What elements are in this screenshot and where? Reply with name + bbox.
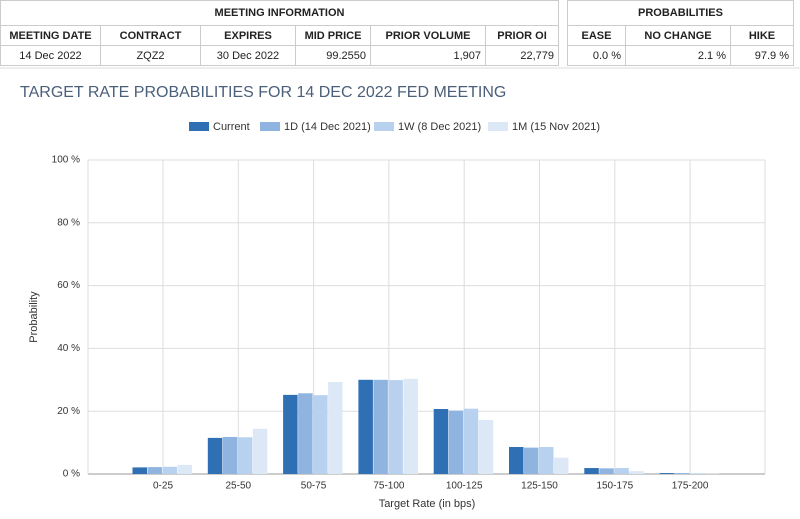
- legend-swatch: [260, 122, 280, 131]
- bar: [147, 467, 162, 474]
- x-tick-label: 100-125: [446, 481, 483, 492]
- bar: [252, 428, 268, 474]
- bar: [207, 437, 223, 474]
- bar: [403, 378, 418, 474]
- legend-label: 1W (8 Dec 2021): [398, 121, 481, 133]
- legend-swatch: [488, 122, 508, 131]
- y-tick-label: 80 %: [57, 217, 80, 228]
- x-tick-label: 125-150: [521, 481, 558, 492]
- y-tick-label: 20 %: [57, 406, 80, 417]
- bar: [599, 468, 614, 474]
- bar: [222, 436, 238, 474]
- cell: 97.9 %: [729, 45, 795, 66]
- y-tick-label: 40 %: [57, 343, 80, 354]
- legend-swatch: [189, 122, 209, 131]
- bar: [177, 464, 192, 474]
- cell: 14 Dec 2022: [0, 45, 101, 66]
- bar: [433, 409, 449, 474]
- bar: [358, 379, 373, 474]
- bar: [237, 437, 253, 474]
- table-title: PROBABILITIES: [566, 0, 795, 26]
- cell: 30 Dec 2022: [200, 45, 296, 66]
- bar: [298, 393, 313, 474]
- x-tick-label: 150-175: [596, 481, 633, 492]
- column-header: MEETING DATE: [0, 25, 101, 46]
- bar: [614, 468, 629, 474]
- cell: 1,907: [370, 45, 486, 66]
- chart-title: TARGET RATE PROBABILITIES FOR 14 DEC 202…: [20, 84, 506, 101]
- bar: [689, 473, 705, 474]
- cell: ZQZ2: [100, 45, 201, 66]
- meeting-table: MEETING INFORMATION MEETING DATE CONTRACT…: [0, 0, 560, 66]
- bar: [463, 408, 479, 474]
- x-tick-label: 0-25: [153, 481, 173, 492]
- probabilities-table: PROBABILITIES EASE NO CHANGE HIKE 0.0 % 2.1 …: [566, 0, 795, 66]
- x-tick-label: 50-75: [301, 481, 327, 492]
- legend-label: 1M (15 Nov 2021): [512, 121, 600, 133]
- cell: 2.1 %: [625, 45, 731, 66]
- y-axis-label: Probability: [28, 291, 40, 343]
- x-tick-label: 25-50: [226, 481, 252, 492]
- bar: [313, 395, 328, 474]
- legend-swatch: [374, 122, 394, 131]
- bar: [478, 419, 494, 474]
- column-header: MID PRICE: [295, 25, 371, 46]
- bar: [629, 471, 644, 474]
- bar: [554, 457, 569, 474]
- column-header: PRIOR VOLUME: [370, 25, 486, 46]
- x-tick-label: 175-200: [672, 481, 709, 492]
- y-tick-label: 0 %: [63, 469, 80, 480]
- bar: [539, 446, 554, 474]
- legend-label: Current: [213, 121, 250, 133]
- bar: [674, 473, 690, 474]
- y-tick-label: 60 %: [57, 280, 80, 291]
- bar: [509, 446, 524, 474]
- bar: [388, 380, 403, 474]
- table-title: MEETING INFORMATION: [0, 0, 560, 26]
- bar: [584, 468, 599, 474]
- bar: [524, 447, 539, 474]
- cell: 0.0 %: [567, 45, 626, 66]
- x-axis-label: Target Rate (in bps): [379, 498, 476, 510]
- column-header: NO CHANGE: [625, 25, 731, 46]
- bar: [132, 467, 147, 474]
- cell: 22,779: [484, 45, 560, 66]
- bar: [162, 466, 177, 474]
- cell: 99.2550: [295, 45, 371, 66]
- bar: [283, 394, 298, 474]
- bar: [659, 473, 675, 474]
- y-tick-label: 100 %: [52, 155, 80, 166]
- x-tick-label: 75-100: [373, 481, 405, 492]
- bar: [448, 410, 464, 474]
- bar: [373, 379, 388, 474]
- bar: [328, 381, 343, 474]
- legend-label: 1D (14 Dec 2021): [284, 121, 371, 133]
